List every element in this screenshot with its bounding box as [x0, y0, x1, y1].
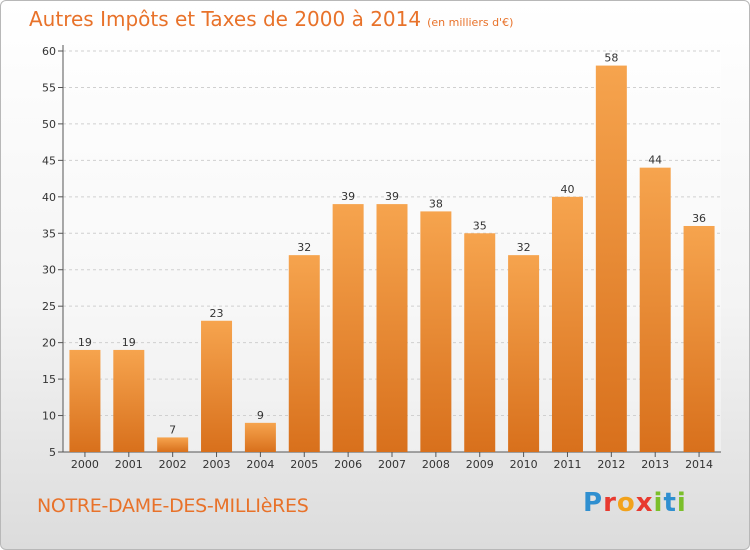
- y-tick-label: 50: [42, 118, 56, 131]
- y-tick-label: 45: [42, 154, 56, 167]
- bar-2007: [376, 204, 408, 452]
- tick-labels: 5 10 15 20 25 30 35 40 45 50 55 60 2000 2001 2002 2003 2…: [42, 45, 713, 471]
- chart-subtitle: (en milliers d'€): [427, 16, 514, 29]
- value-label-2006: 39: [341, 190, 355, 203]
- y-tick-label: 10: [42, 410, 56, 423]
- bar-2013: [639, 167, 671, 452]
- value-label-2010: 32: [517, 241, 531, 254]
- x-tick-label-2012: 2012: [597, 458, 625, 471]
- value-label-2002: 7: [169, 423, 176, 436]
- value-label-2005: 32: [297, 241, 311, 254]
- bar-2008: [420, 211, 452, 452]
- value-label-2003: 23: [210, 307, 224, 320]
- logo-letter: r: [603, 488, 617, 518]
- value-label-2013: 44: [648, 154, 662, 167]
- x-tick-label-2006: 2006: [334, 458, 362, 471]
- value-label-2007: 39: [385, 190, 399, 203]
- value-label-2009: 35: [473, 219, 487, 232]
- commune-name: NOTRE-DAME-DES-MILLIèRES: [37, 495, 309, 517]
- bar-2012: [595, 65, 627, 452]
- bar-2014: [683, 225, 715, 452]
- bar-2001: [113, 349, 145, 452]
- value-label-2000: 19: [78, 336, 92, 349]
- x-tick-label-2010: 2010: [510, 458, 538, 471]
- x-tick-label-2000: 2000: [71, 458, 99, 471]
- value-label-2004: 9: [257, 409, 264, 422]
- bar-2005: [288, 255, 320, 452]
- bar-2009: [464, 233, 496, 452]
- bar-2000: [69, 349, 101, 452]
- value-label-2012: 58: [604, 52, 618, 65]
- proxiti-logo: Proxiti: [583, 488, 687, 518]
- value-labels: 19 19 7 23 9 32 39 39 38 35 32 40 58 44 36: [78, 52, 706, 437]
- logo-letter: o: [616, 488, 636, 518]
- x-tick-label-2004: 2004: [246, 458, 274, 471]
- x-tick-label-2007: 2007: [378, 458, 406, 471]
- bars: [69, 65, 715, 452]
- bar-2003: [201, 320, 233, 452]
- x-tick-label-2005: 2005: [290, 458, 318, 471]
- y-tick-label: 25: [42, 300, 56, 313]
- value-label-2008: 38: [429, 197, 443, 210]
- x-tick-label-2009: 2009: [466, 458, 494, 471]
- y-tick-label: 35: [42, 227, 56, 240]
- bar-2002: [157, 437, 189, 452]
- value-label-2014: 36: [692, 212, 706, 225]
- bar-2006: [332, 204, 364, 452]
- y-tick-label: 30: [42, 264, 56, 277]
- logo-letter: P: [583, 488, 604, 518]
- x-tick-label-2011: 2011: [553, 458, 581, 471]
- value-label-2001: 19: [122, 336, 136, 349]
- bar-2010: [508, 255, 540, 452]
- y-tick-label: 20: [42, 337, 56, 350]
- y-tick-label: 55: [42, 81, 56, 94]
- x-tick-label-2008: 2008: [422, 458, 450, 471]
- y-tick-label: 40: [42, 191, 56, 204]
- bar-2004: [244, 422, 276, 452]
- logo-letter: i: [653, 488, 664, 518]
- y-tick-label: 15: [42, 373, 56, 386]
- chart-title: Autres Impôts et Taxes de 2000 à 2014 (en…: [29, 7, 513, 31]
- x-tick-label-2001: 2001: [115, 458, 143, 471]
- logo-letter: x: [635, 488, 654, 518]
- logo-letter: t: [663, 488, 677, 518]
- x-tick-label-2013: 2013: [641, 458, 669, 471]
- bar-2011: [551, 196, 583, 452]
- logo-letter: i: [676, 488, 687, 518]
- chart-title-text: Autres Impôts et Taxes de 2000 à 2014: [29, 7, 422, 31]
- y-tick-label: 60: [42, 45, 56, 58]
- y-tick-label: 5: [49, 446, 56, 459]
- x-tick-label-2002: 2002: [159, 458, 187, 471]
- x-tick-label-2014: 2014: [685, 458, 713, 471]
- x-tick-label-2003: 2003: [203, 458, 231, 471]
- value-label-2011: 40: [560, 183, 574, 196]
